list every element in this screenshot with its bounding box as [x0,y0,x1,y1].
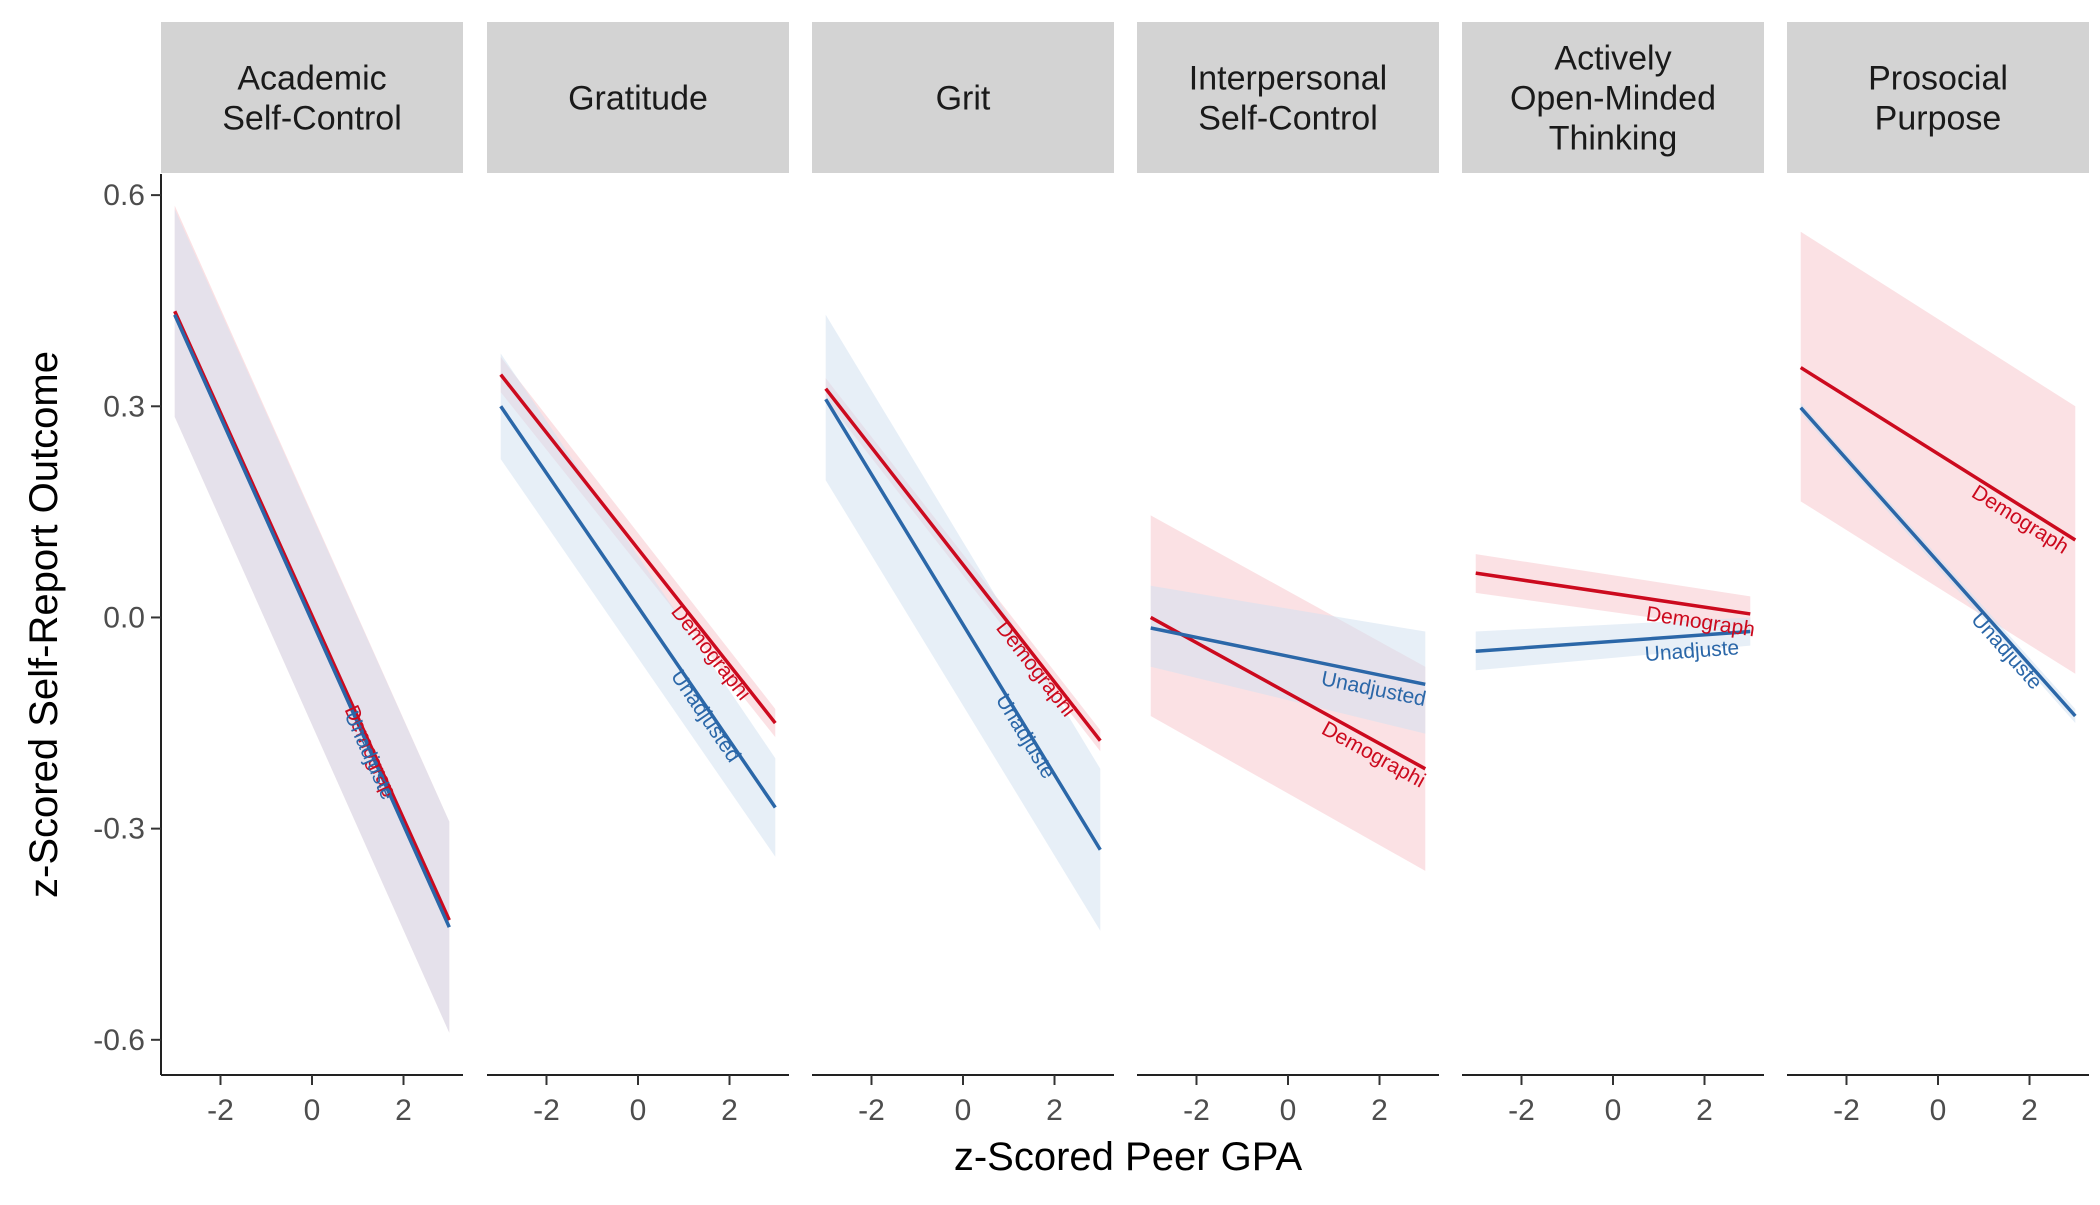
line-demographics [1475,571,1751,616]
y-axis-title: z-Scored Self-Report Outcome [22,351,66,898]
x-tick-label: 2 [1371,1094,1388,1127]
panel-title-line: Gratitude [568,80,708,118]
line-demographics [1149,615,1427,771]
panel-strip [487,22,789,173]
line-demographics [499,373,777,725]
x-tick-label: 2 [2021,1094,2038,1127]
y-tick-label: -0.6 [93,1024,145,1057]
panel-title-line: Interpersonal [1189,60,1387,98]
panel-strip [1462,22,1764,173]
panel-title-line: Prosocial [1868,60,2008,98]
line-unadjusted [824,398,1102,851]
x-tick-label: -2 [1833,1094,1860,1127]
x-tick-label: 2 [721,1094,738,1127]
x-tick-label: 0 [1280,1094,1297,1127]
line-unadjusted [1150,626,1426,687]
panel-strip [161,22,463,173]
ci-band-unadjusted [1475,617,1751,671]
x-tick-label: 2 [1046,1094,1063,1127]
y-tick-label: -0.3 [93,813,145,846]
x-tick-label: -2 [858,1094,885,1127]
panel-strip [1137,22,1439,173]
x-tick-label: 0 [955,1094,972,1127]
panel-title: Interpersonal Self-Control [1189,60,1387,138]
line-unadjusted [173,314,451,928]
panel-title: Prosocial Purpose [1868,60,2008,138]
panel-title-line: Open-Minded [1510,80,1716,118]
panel-title-line: Grit [936,80,991,118]
panel: Interpersonal Self-Control DemographiUnadj… [1137,22,1439,1127]
x-tick-label: 0 [304,1094,321,1127]
y-tick-label: 0.3 [103,390,145,423]
panel-title: Academic Self-Control [222,60,402,138]
x-tick-label: -2 [1183,1094,1210,1127]
x-tick-label: 2 [395,1094,412,1127]
panel-title: Gratitude [568,80,708,118]
y-axis: -0.6 -0.3 0.0 0.3 0.6 [93,174,162,1075]
line-unadjusted [499,405,777,809]
line-demographics [1799,366,2077,542]
panel-title-line: Self-Control [1198,100,1378,138]
x-tick-label: 0 [630,1094,647,1127]
panel-title: Actively Open-Minded Thinking [1510,40,1716,158]
x-tick-label: 0 [1605,1094,1622,1127]
y-tick-label: 0.6 [103,179,145,212]
line-unadjusted [1799,406,2077,718]
ci-band-unadjusted [1150,585,1426,734]
x-tick-label: -2 [533,1094,560,1127]
line-unadjusted [1475,629,1751,653]
panel-title-line: Actively [1554,40,1671,78]
panel-title-line: Academic [237,60,386,98]
panel: Actively Open-Minded Thinking DemographUnad… [1462,22,1764,1127]
x-axis-title: z-Scored Peer GPA [954,1135,1303,1179]
panel-title: Grit [936,80,991,118]
panel-title-line: Self-Control [222,100,402,138]
panel-title-line: Thinking [1549,120,1678,158]
x-tick-label: 0 [1930,1094,1947,1127]
panel-strip [812,22,1114,173]
x-tick-label: 2 [1696,1094,1713,1127]
x-tick-label: -2 [1508,1094,1535,1127]
x-tick-label: -2 [207,1094,234,1127]
panel-title-line: Purpose [1875,100,2002,138]
y-tick-label: 0.0 [103,601,145,634]
panel-strip [1787,22,2089,173]
line-demographics [824,387,1102,742]
